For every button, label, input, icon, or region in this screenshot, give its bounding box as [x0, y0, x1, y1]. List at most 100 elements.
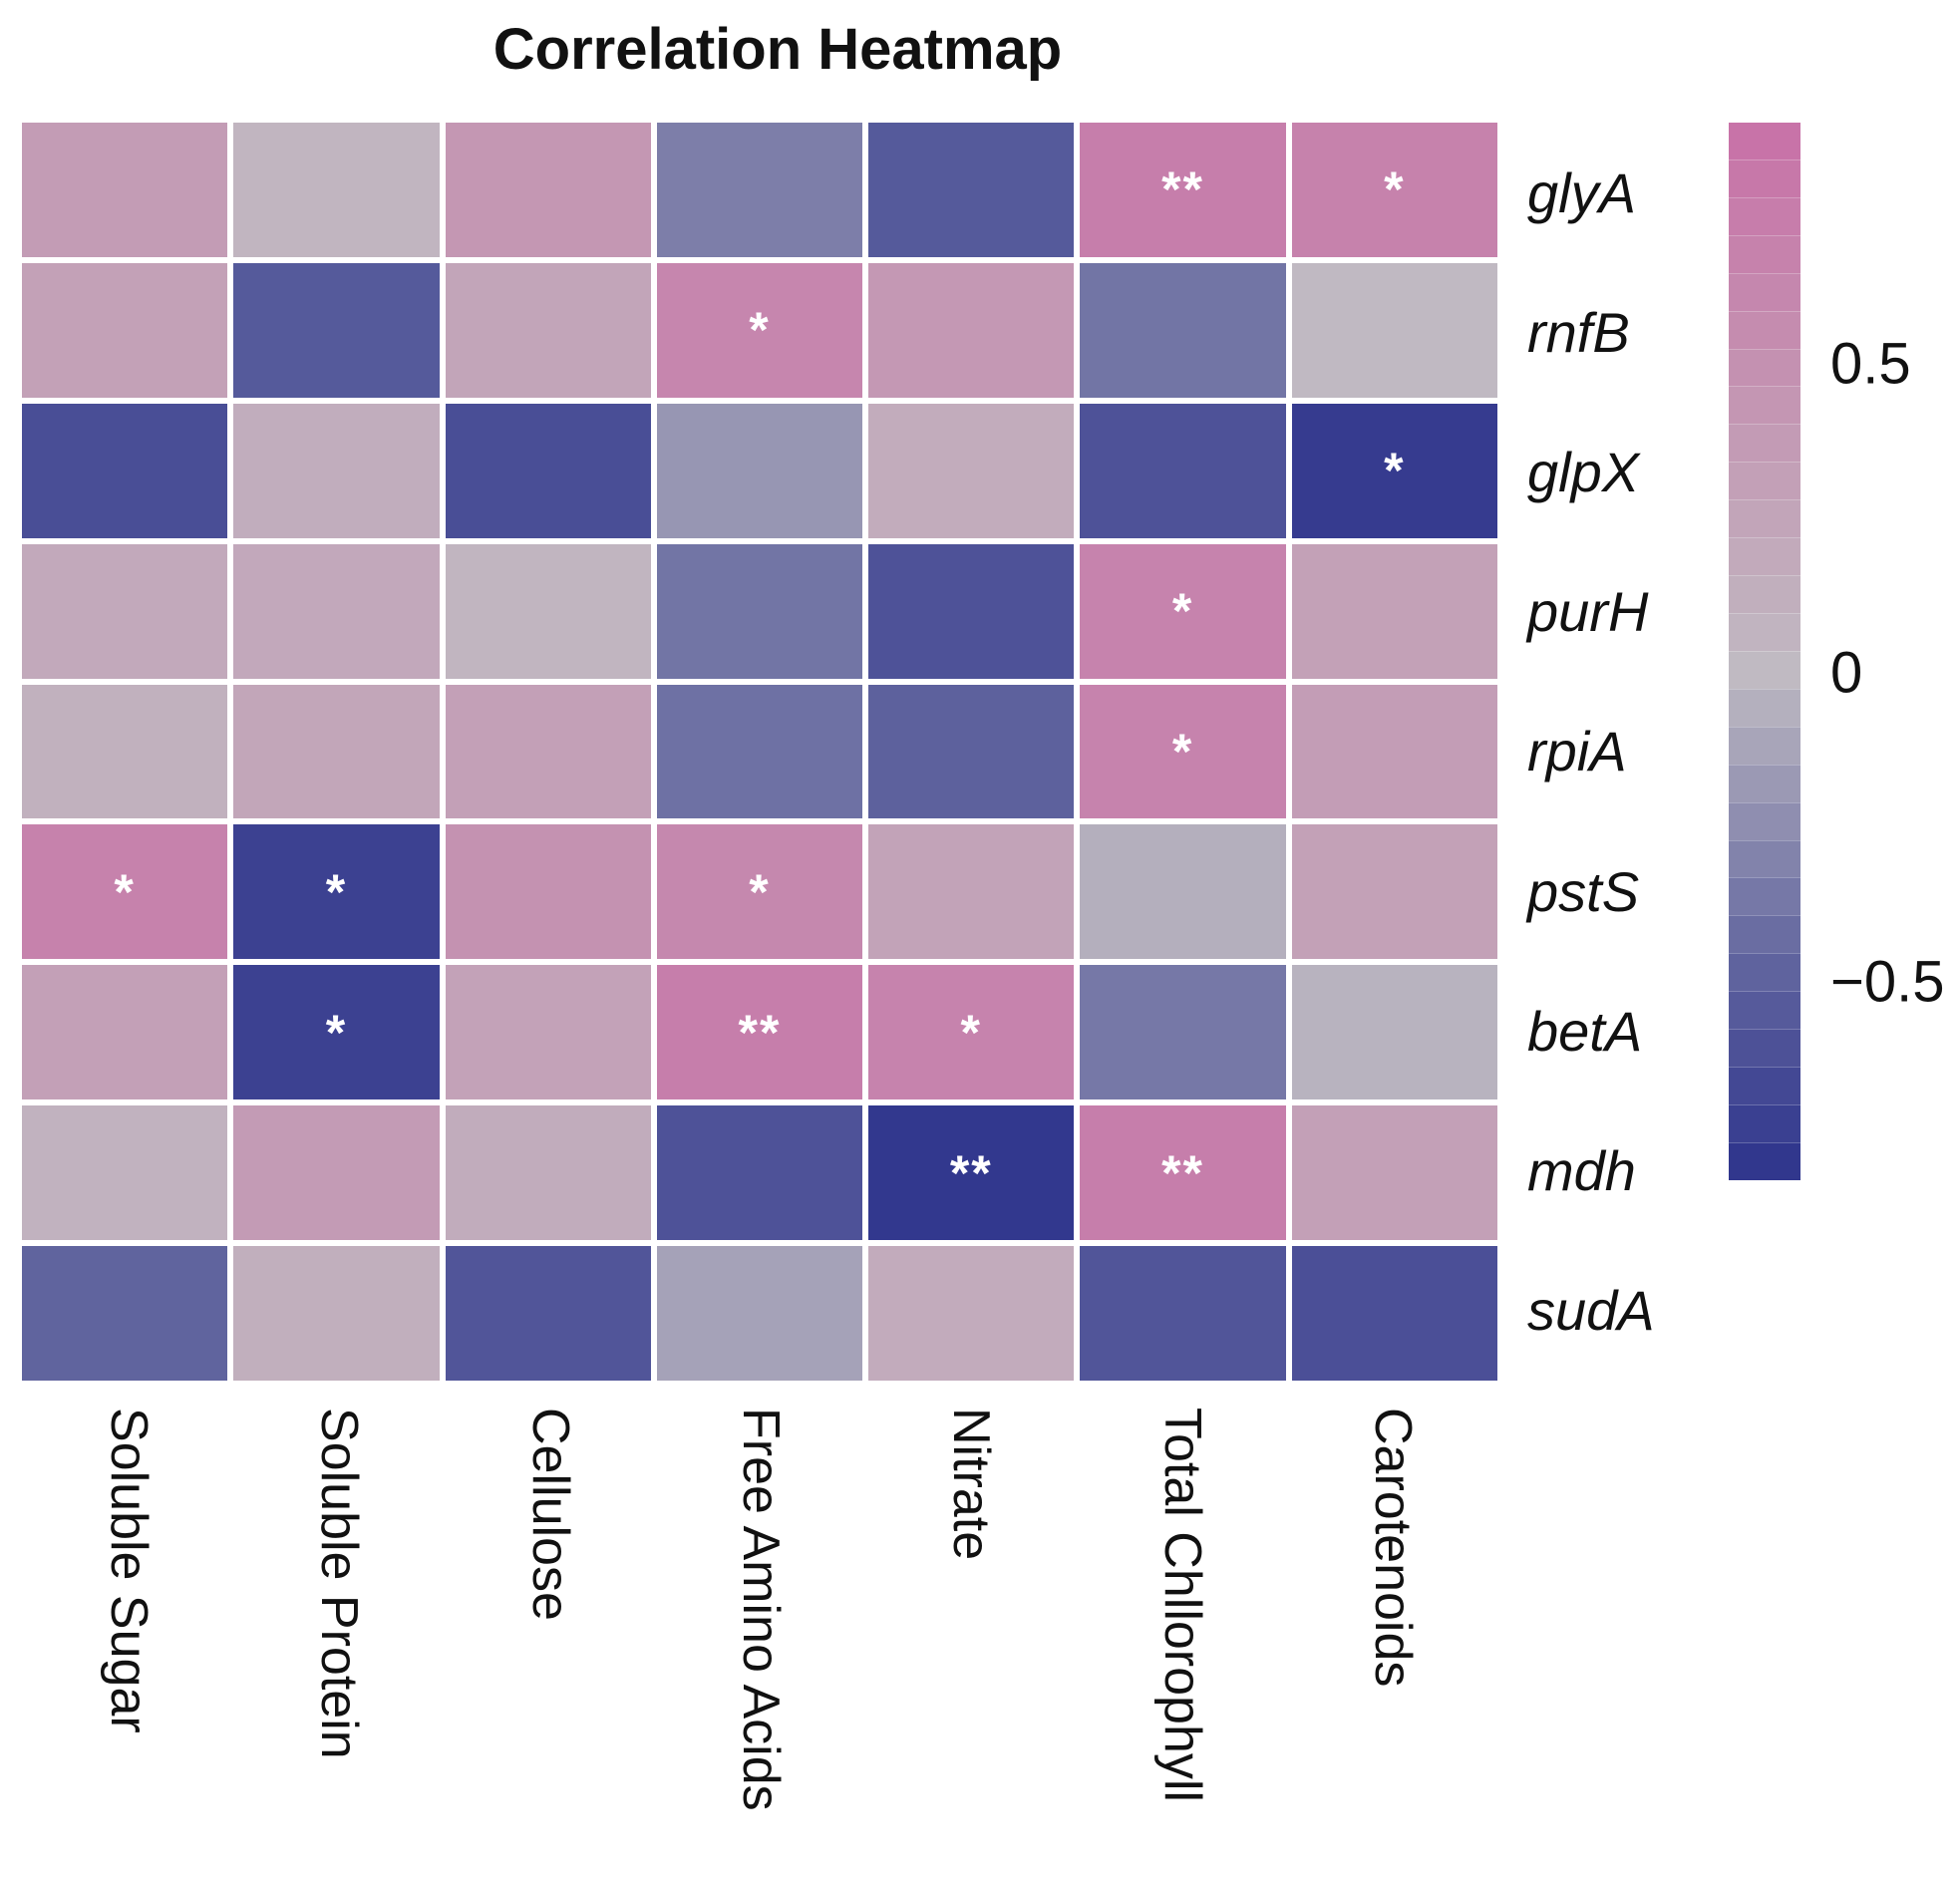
heatmap-cell — [1291, 824, 1497, 960]
heatmap-cell — [868, 1246, 1075, 1381]
significance-marker: * — [1171, 583, 1194, 640]
significance-marker: ** — [949, 1144, 993, 1201]
significance-marker: * — [114, 863, 136, 920]
heatmap-cell — [656, 1105, 863, 1241]
colorbar-segment — [1729, 424, 1800, 463]
heatmap-cell — [445, 824, 651, 960]
heatmap-cell: * — [656, 262, 863, 398]
heatmap-cell — [1291, 1105, 1497, 1241]
heatmap-cell — [868, 123, 1075, 257]
heatmap-cell — [1080, 965, 1286, 1100]
significance-marker: * — [960, 1004, 983, 1061]
heatmap-cell — [1291, 543, 1497, 679]
heatmap-cell — [868, 684, 1075, 819]
heatmap-cell — [233, 403, 440, 538]
colorbar-segment — [1729, 839, 1800, 878]
heatmap-cell: * — [1291, 123, 1497, 257]
column-label: Total Chllorophyll — [1152, 1408, 1211, 1802]
heatmap-cell: * — [22, 824, 228, 960]
heatmap-cell — [445, 543, 651, 679]
heatmap-cell — [445, 965, 651, 1100]
column-label: Free Amino Acids — [732, 1408, 790, 1811]
heatmap-cell — [233, 262, 440, 398]
colorbar-segment — [1729, 1029, 1800, 1068]
colorbar-segment — [1729, 310, 1800, 349]
row-label: mdh — [1527, 1139, 1636, 1203]
heatmap-cell — [445, 684, 651, 819]
heatmap-cell — [656, 403, 863, 538]
significance-marker: * — [1384, 443, 1406, 499]
heatmap-cell — [233, 123, 440, 257]
heatmap-cell — [22, 403, 228, 538]
significance-marker: * — [325, 863, 348, 920]
heatmap-cell — [868, 403, 1075, 538]
row-label: pstS — [1527, 859, 1640, 923]
colorbar-segment — [1729, 612, 1800, 651]
heatmap-cell — [445, 1105, 651, 1241]
heatmap-cell — [656, 684, 863, 819]
heatmap-cell: * — [233, 965, 440, 1100]
colorbar-segment — [1729, 123, 1800, 159]
heatmap-cell — [1291, 1246, 1497, 1381]
significance-marker: * — [749, 863, 771, 920]
colorbar-segment — [1729, 764, 1800, 802]
heatmap-cell — [22, 262, 228, 398]
row-label: rnfB — [1527, 300, 1630, 364]
significance-marker: * — [1171, 723, 1194, 780]
heatmap-cell — [233, 1105, 440, 1241]
heatmap-cell: ** — [1080, 123, 1286, 257]
row-label: betA — [1527, 999, 1643, 1063]
significance-marker: ** — [1161, 161, 1205, 218]
significance-marker: * — [749, 302, 771, 359]
colorbar-tick-label: −0.5 — [1830, 949, 1945, 1015]
colorbar-segment — [1729, 915, 1800, 954]
heatmap-cell — [22, 1246, 228, 1381]
colorbar-segment — [1729, 575, 1800, 613]
heatmap-cell — [1080, 824, 1286, 960]
colorbar-segment — [1729, 1103, 1800, 1142]
heatmap-cell — [1291, 684, 1497, 819]
colorbar-segment — [1729, 688, 1800, 727]
heatmap-cell — [233, 684, 440, 819]
colorbar-segment — [1729, 158, 1800, 197]
heatmap-cell: * — [656, 824, 863, 960]
heatmap-cell — [656, 123, 863, 257]
heatmap-cell — [22, 543, 228, 679]
colorbar-segment — [1729, 499, 1800, 538]
row-label: glpX — [1527, 441, 1640, 504]
significance-marker: ** — [1161, 1144, 1205, 1201]
heatmap-cell — [1291, 262, 1497, 398]
heatmap-cell — [868, 262, 1075, 398]
heatmap-cell — [1080, 403, 1286, 538]
colorbar-segment — [1729, 991, 1800, 1030]
colorbar-segment — [1729, 234, 1800, 273]
heatmap-cell — [233, 543, 440, 679]
colorbar-segment — [1729, 272, 1800, 311]
heatmap-cell — [445, 1246, 651, 1381]
significance-marker: * — [1384, 161, 1406, 218]
colorbar-segment — [1729, 726, 1800, 765]
heatmap-cell — [445, 403, 651, 538]
colorbar-segment — [1729, 1141, 1800, 1180]
column-label: Soluble Sugar — [99, 1408, 158, 1733]
colorbar-segment — [1729, 1067, 1800, 1104]
colorbar-segment — [1729, 348, 1800, 387]
significance-marker: ** — [738, 1004, 782, 1061]
heatmap-cell — [22, 965, 228, 1100]
colorbar-segment — [1729, 386, 1800, 425]
heatmap-cell — [445, 262, 651, 398]
colorbar-segment — [1729, 462, 1800, 500]
colorbar-tick-label: 0 — [1830, 640, 1863, 706]
heatmap-cell: * — [868, 965, 1075, 1100]
heatmap-cell: ** — [656, 965, 863, 1100]
heatmap-cell — [656, 543, 863, 679]
row-label: sudA — [1527, 1279, 1655, 1343]
row-label: rpiA — [1527, 720, 1627, 783]
heatmap-cell — [1080, 1246, 1286, 1381]
heatmap-grid: ** * * * * * * * * * ** * ** ** — [22, 123, 1497, 1381]
heatmap-cell: * — [1291, 403, 1497, 538]
colorbar-segment — [1729, 801, 1800, 840]
heatmap-cell — [22, 1105, 228, 1241]
significance-marker: * — [325, 1004, 348, 1061]
